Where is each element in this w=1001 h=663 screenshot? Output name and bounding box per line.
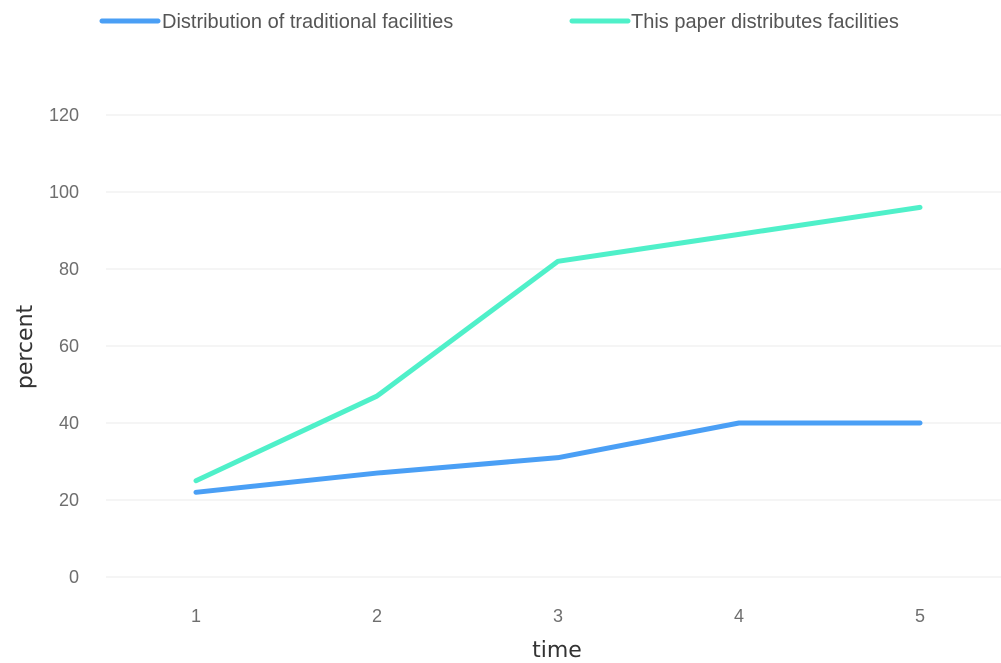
series-line-1 bbox=[193, 204, 923, 484]
legend-item-this-paper: This paper distributes facilities bbox=[569, 11, 899, 33]
x-axis-title: time bbox=[532, 638, 582, 663]
x-tick-label: 1 bbox=[191, 606, 201, 626]
x-tick-label: 3 bbox=[553, 606, 563, 626]
legend-item-traditional: Distribution of traditional facilities bbox=[99, 11, 453, 33]
legend: Distribution of traditional facilities T… bbox=[99, 11, 899, 33]
legend-label-traditional: Distribution of traditional facilities bbox=[162, 11, 453, 33]
y-axis-title: percent bbox=[13, 304, 38, 389]
x-axis-ticks: 1 2 3 4 5 bbox=[191, 606, 925, 626]
y-tick-label: 40 bbox=[59, 413, 79, 433]
y-tick-label: 60 bbox=[59, 336, 79, 356]
x-tick-label: 5 bbox=[915, 606, 925, 626]
series-lines bbox=[193, 204, 923, 495]
y-tick-label: 0 bbox=[69, 567, 79, 587]
y-axis-ticks: 0 20 40 60 80 100 120 bbox=[49, 105, 79, 587]
y-tick-label: 100 bbox=[49, 182, 79, 202]
legend-label-this-paper: This paper distributes facilities bbox=[631, 11, 899, 33]
y-tick-label: 20 bbox=[59, 490, 79, 510]
gridlines bbox=[106, 114, 1001, 578]
y-tick-label: 80 bbox=[59, 259, 79, 279]
series-line-0 bbox=[193, 420, 923, 495]
x-tick-label: 4 bbox=[734, 606, 744, 626]
x-tick-label: 2 bbox=[372, 606, 382, 626]
y-tick-label: 120 bbox=[49, 105, 79, 125]
